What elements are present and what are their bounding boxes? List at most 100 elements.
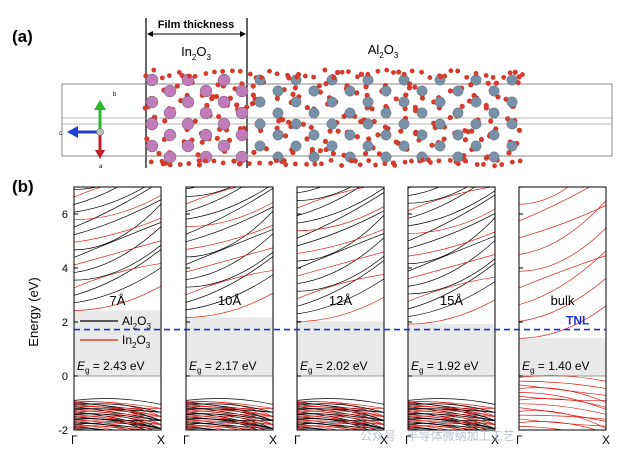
aluminum-atom [290, 140, 302, 152]
valence-band-line [74, 423, 117, 430]
conduction-band-line [186, 247, 273, 273]
conduction-band-line [408, 299, 495, 325]
oxygen-atom [196, 158, 202, 164]
oxygen-atom [373, 162, 378, 168]
oxygen-atom [354, 90, 360, 96]
aluminum-atom [434, 118, 446, 130]
oxygen-atom [186, 161, 192, 166]
oxygen-atom [294, 74, 300, 80]
conduction-band-line [408, 190, 495, 227]
conduction-band-line [186, 270, 273, 296]
valence-band-line [186, 415, 273, 425]
valence-band-line [408, 421, 495, 429]
x-tick-label-x: X [491, 433, 499, 447]
oxygen-atom [438, 74, 444, 80]
valence-band-line [519, 418, 606, 427]
valence-band-line [297, 408, 384, 413]
b-axis-letter: b [113, 92, 117, 98]
valence-band-line [519, 414, 606, 420]
valence-band-line [408, 422, 472, 430]
oxygen-atom [469, 128, 475, 134]
oxygen-atom [274, 125, 280, 131]
oxygen-atom [317, 148, 324, 154]
valence-band-line [74, 416, 161, 422]
oxygen-atom [335, 69, 341, 76]
oxygen-atom [483, 102, 489, 108]
valence-band-line [519, 426, 565, 430]
aluminum-atom [326, 96, 338, 108]
oxygen-atom [428, 160, 433, 165]
valence-band-line [74, 418, 149, 430]
valence-band-line [297, 404, 384, 409]
valence-band-line [297, 410, 384, 417]
oxygen-atom [257, 160, 263, 166]
indium-atom [145, 117, 159, 131]
conduction-band-line [186, 251, 273, 288]
oxygen-atom [309, 146, 315, 153]
valence-band-line [186, 418, 261, 430]
oxygen-atom [483, 73, 489, 78]
oxygen-atom [462, 137, 469, 143]
oxygen-atom [419, 95, 426, 101]
a-axis-letter: a [99, 164, 103, 170]
thickness-label: bulk [551, 293, 575, 308]
oxygen-atom [167, 162, 173, 168]
valence-band-line [297, 400, 384, 409]
band-panel-2: 10Å Eg = 2.17 eV Γ X [183, 186, 277, 447]
oxygen-atom [348, 158, 354, 164]
x-tick-label-x: X [380, 433, 388, 447]
oxygen-atom [392, 163, 398, 168]
aluminum-atom [452, 85, 464, 97]
conduction-band-line [297, 187, 323, 194]
oxygen-atom [506, 150, 512, 156]
oxygen-atom [251, 149, 257, 155]
oxygen-atom [455, 68, 461, 74]
aluminum-atom [326, 118, 338, 130]
band-gap-region [186, 317, 273, 376]
oxygen-atom [409, 68, 415, 74]
indium-atom [163, 84, 177, 98]
valence-band-line [408, 404, 495, 409]
oxygen-atom [285, 72, 290, 78]
conduction-band-line [519, 277, 606, 322]
valence-band-line [297, 401, 384, 417]
oxygen-atom [263, 146, 270, 152]
conduction-band-line [519, 187, 569, 205]
valence-band-line [297, 422, 384, 429]
band-lines [186, 187, 273, 430]
oxygen-atom [216, 113, 222, 120]
aluminum-atom [470, 140, 482, 152]
indium-atom [235, 106, 249, 120]
aluminum-atom [488, 85, 500, 97]
oxygen-atom [213, 93, 219, 100]
oxygen-atom [520, 72, 525, 77]
thickness-label: 7Å [110, 293, 126, 308]
valence-band-line [519, 380, 606, 389]
oxygen-atom [376, 151, 383, 157]
valence-band-line [74, 398, 161, 405]
conduction-band-line [297, 296, 384, 322]
oxygen-atom [447, 88, 454, 94]
oxygen-atom [156, 150, 162, 157]
panel-frame [73, 186, 162, 431]
valence-band-line [186, 403, 273, 413]
axis-origin [96, 128, 104, 136]
valence-band-line [186, 425, 258, 430]
conduction-band-line [408, 208, 495, 234]
valence-band-line [186, 416, 273, 422]
oxygen-atom [204, 102, 210, 108]
conduction-band-line [519, 200, 606, 255]
oxygen-atom [322, 138, 328, 144]
band-gap-label: Eg = 1.40 eV [522, 359, 590, 375]
valence-band-line [74, 420, 161, 425]
oxygen-atom [229, 68, 235, 74]
valence-band-line [408, 410, 495, 417]
aluminum-atom [362, 140, 374, 152]
oxygen-atom [406, 85, 413, 91]
band-gap-label: Eg = 2.17 eV [189, 359, 257, 375]
c-axis-letter: c [59, 131, 62, 137]
conduction-band-line [408, 187, 468, 204]
valence-band-line [74, 403, 161, 413]
valence-band-line [186, 422, 250, 430]
